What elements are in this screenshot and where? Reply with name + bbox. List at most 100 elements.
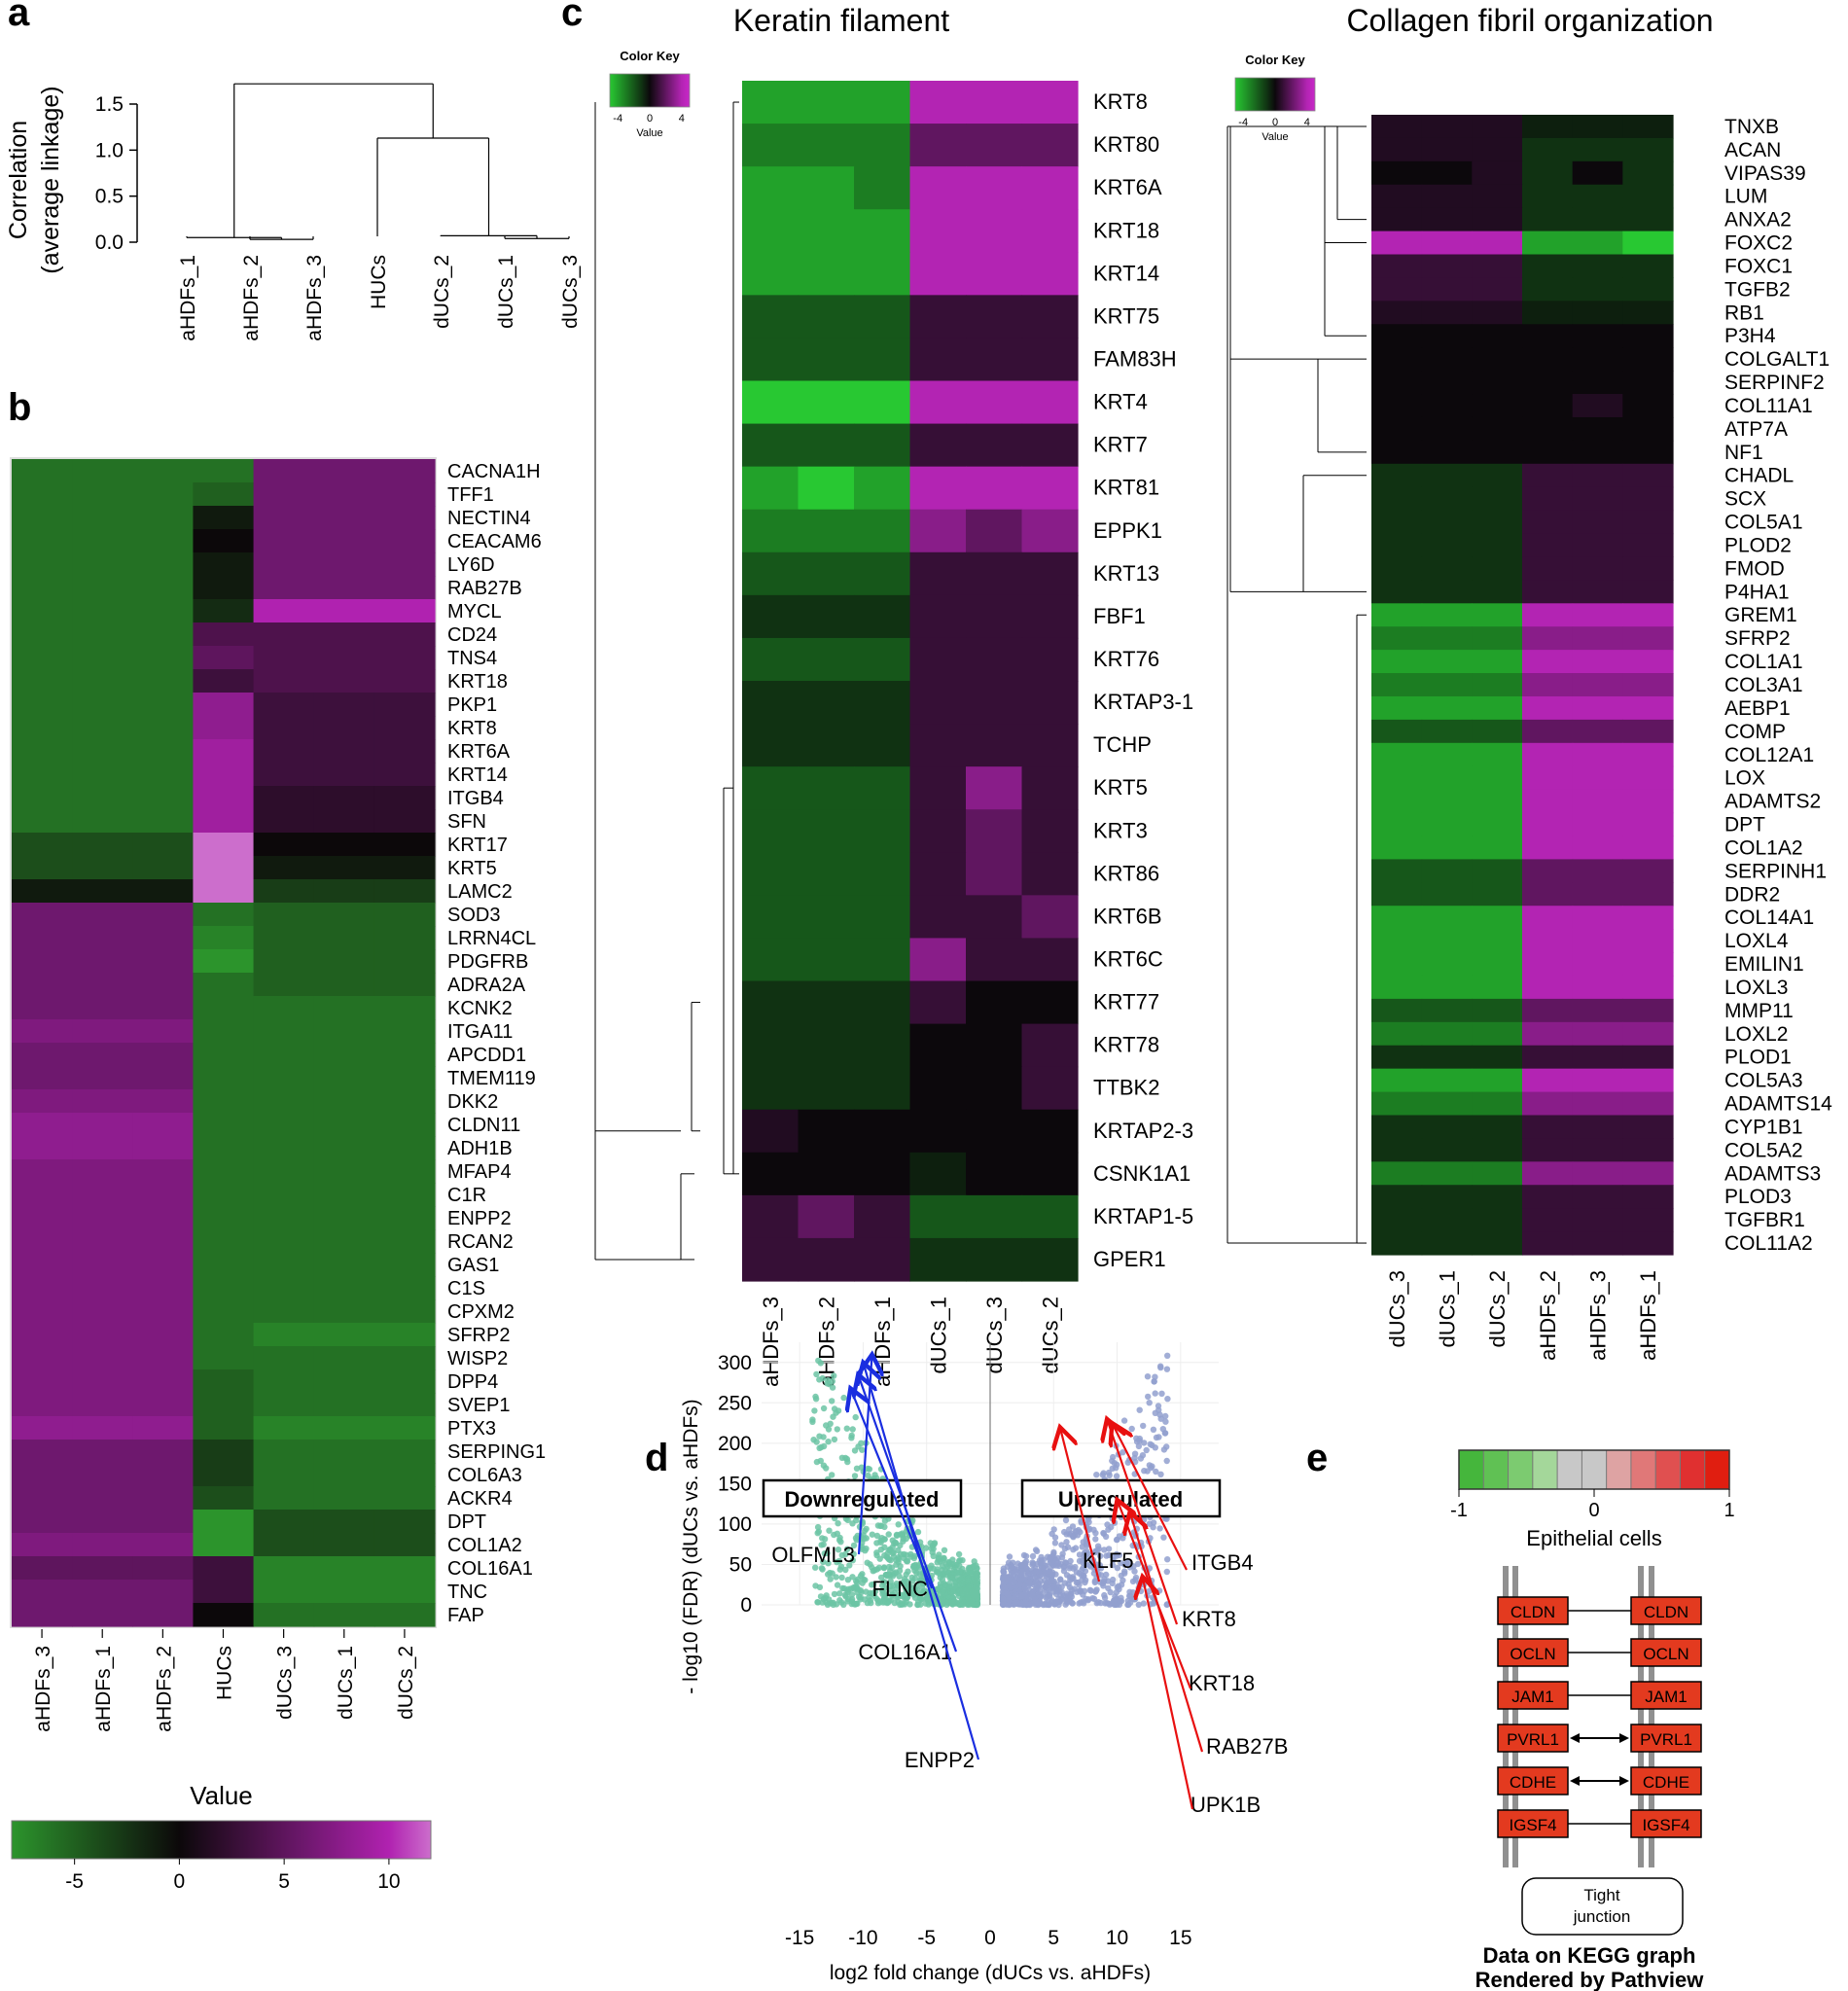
b-heatmap-cell [12, 1346, 73, 1370]
b-heatmap-cell [72, 599, 133, 623]
c-heatmap-cell [854, 166, 911, 210]
e-legend-swatch [1459, 1450, 1484, 1489]
c-heatmap-cell [1572, 836, 1623, 860]
d-data-point [967, 1567, 974, 1575]
c-heatmap-cell [1472, 324, 1523, 348]
b-heatmap-cell [373, 1556, 436, 1581]
b-heatmap-cell [373, 1253, 436, 1277]
b-heatmap-cell [313, 552, 375, 577]
b-gene-label: ENPP2 [447, 1208, 512, 1229]
c-heatmap-cell [1472, 440, 1523, 465]
c-heatmap-cell [1472, 998, 1523, 1023]
c-gene-label: DDR2 [1724, 883, 1780, 906]
d-data-point [834, 1558, 840, 1566]
c-heatmap-cell [909, 295, 967, 339]
c-heatmap-cell [1421, 650, 1473, 674]
b-heatmap-cell [132, 693, 195, 717]
b-heatmap-cell [373, 482, 436, 507]
b-gene-label: CACNA1H [447, 461, 541, 482]
c-heatmap-cell [1472, 347, 1523, 372]
c-gene-label: FAM83H [1093, 346, 1177, 371]
c-heatmap-cell [966, 1066, 1023, 1111]
b-heatmap-cell [373, 809, 436, 834]
c-heatmap-cell [1421, 463, 1473, 488]
c-gene-label: COL3A1 [1724, 674, 1803, 696]
b-heatmap-cell [373, 459, 436, 483]
c-column-label: aHDFs_3 [759, 1297, 783, 1387]
d-data-point [1060, 1564, 1068, 1571]
c-gene-label: PLOD2 [1724, 534, 1792, 556]
b-heatmap-cell [253, 529, 315, 553]
d-data-point [1163, 1568, 1171, 1576]
b-heatmap-cell [193, 506, 255, 530]
b-heatmap-cell [193, 856, 255, 880]
b-heatmap-cell [373, 1276, 436, 1300]
c-heatmap-cell [1021, 637, 1079, 682]
b-heatmap-cell [373, 1393, 436, 1417]
d-data-point [1161, 1430, 1169, 1437]
b-heatmap-cell [253, 1043, 315, 1067]
c-heatmap-cell [1421, 371, 1473, 395]
d-data-point [889, 1544, 896, 1551]
b-heatmap-cell [72, 1440, 133, 1464]
d-data-point [1105, 1526, 1112, 1533]
b-heatmap-cell [373, 763, 436, 787]
b-heatmap-cell [193, 529, 255, 553]
e-legend-swatch [1704, 1450, 1730, 1489]
b-heatmap-cell [132, 529, 195, 553]
c-heatmap-cell [742, 1237, 800, 1282]
c-heatmap-cell [1021, 594, 1079, 639]
c-heatmap-cell [1421, 301, 1473, 325]
d-data-point [876, 1555, 883, 1562]
e-legend-swatch [1680, 1450, 1706, 1489]
b-heatmap-cell [193, 1159, 255, 1184]
c-heatmap-cell [1421, 603, 1473, 627]
c-heatmap-cell [1522, 1068, 1574, 1093]
d-data-point [1146, 1400, 1153, 1406]
d-data-point [826, 1527, 833, 1534]
c-heatmap-cell [1472, 650, 1523, 674]
d-data-point [1163, 1601, 1170, 1609]
c-heatmap-cell [854, 938, 911, 982]
d-data-point [1037, 1560, 1044, 1567]
c-heatmap-cell [909, 1109, 967, 1154]
b-heatmap-cell [373, 669, 436, 693]
c-heatmap-cell [1021, 166, 1079, 210]
c-heatmap-cell [909, 1066, 967, 1111]
c-heatmap-cell [1572, 207, 1623, 232]
d-data-point [893, 1585, 901, 1592]
d-down-gene-label: FLNC [872, 1577, 929, 1601]
b-heatmap-cell [72, 1299, 133, 1324]
c-heatmap-cell [742, 466, 800, 511]
c-heatmap-cell [1371, 1091, 1423, 1117]
c-column-label: aHDFs_1 [871, 1297, 895, 1387]
b-heatmap-cell [253, 1019, 315, 1044]
b-heatmap-cell [132, 903, 195, 927]
c-gene-label: TCHP [1093, 732, 1152, 757]
c-heatmap-cell [1421, 719, 1473, 744]
d-data-point [1150, 1426, 1157, 1434]
e-legend-tick-label: 0 [1588, 1500, 1599, 1521]
c-heatmap-cell [1572, 1185, 1623, 1209]
c-gene-label: KRT8 [1093, 89, 1148, 114]
d-data-point [958, 1596, 966, 1604]
panel-label-d: d [645, 1437, 668, 1479]
d-data-point [965, 1594, 972, 1602]
b-heatmap-cell [132, 1603, 195, 1627]
d-data-point [966, 1582, 974, 1589]
d-data-point [849, 1426, 856, 1433]
c-heatmap-cell [1371, 812, 1423, 837]
d-data-point [829, 1472, 835, 1478]
d-x-tick-label: -10 [848, 1927, 877, 1949]
d-data-point [1163, 1366, 1171, 1372]
c-heatmap-cell [1371, 1068, 1423, 1093]
d-data-point [851, 1601, 859, 1608]
b-heatmap-cell [373, 1346, 436, 1370]
d-data-point [836, 1534, 843, 1542]
d-data-point [941, 1547, 948, 1554]
c-heatmap-cell [1021, 1066, 1079, 1111]
d-data-point [1019, 1562, 1026, 1569]
c-heatmap-cell [1371, 742, 1423, 767]
b-heatmap-cell [193, 1393, 255, 1417]
d-data-point [1155, 1587, 1163, 1594]
